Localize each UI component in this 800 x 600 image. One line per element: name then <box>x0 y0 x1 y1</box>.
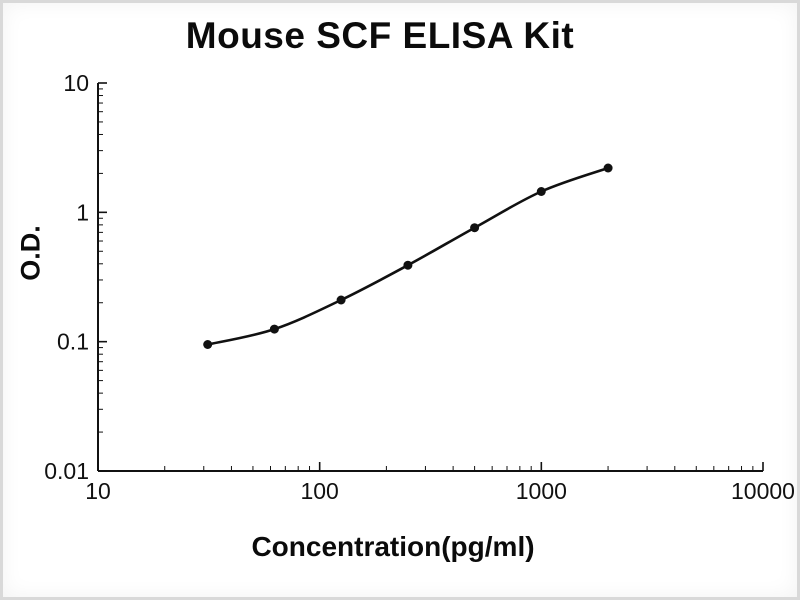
y-tick-label: 1 <box>76 199 89 225</box>
data-point-marker <box>403 260 413 270</box>
y-tick-label: 0.1 <box>57 329 89 355</box>
data-point-marker <box>603 163 613 173</box>
standard-curve-plot: 10 100 1000 10000 0.01 0.1 1 10 <box>44 70 795 504</box>
chart-title: Mouse SCF ELISA Kit <box>185 15 575 56</box>
x-tick-label: 10 <box>85 478 111 504</box>
standard-curve-line <box>206 166 610 346</box>
y-tick-label: 10 <box>63 70 89 96</box>
y-tick-label: 0.01 <box>44 458 89 484</box>
data-point-marker <box>536 187 546 196</box>
data-point-marker <box>470 223 480 233</box>
data-point-marker <box>336 295 346 305</box>
data-point-marker <box>269 324 279 334</box>
x-tick-label: 100 <box>300 478 338 504</box>
x-axis-label: Concentration(pg/ml) <box>251 531 535 562</box>
data-point-marker <box>203 340 213 349</box>
x-tick-label: 1000 <box>516 478 567 504</box>
x-tick-label: 10000 <box>731 478 795 504</box>
